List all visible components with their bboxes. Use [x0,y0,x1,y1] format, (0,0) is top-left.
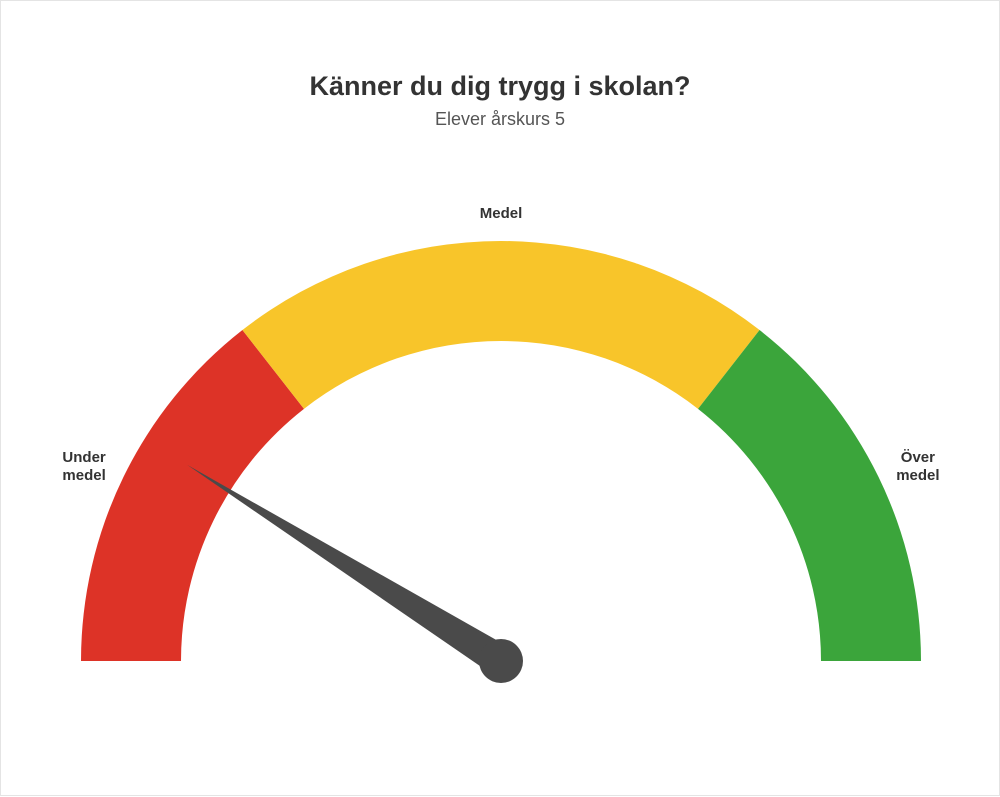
gauge-segment-under_medel [81,330,304,661]
gauge-needle [187,465,523,683]
gauge-label-under-medel: Under medel [44,449,124,487]
gauge-needle-pivot [479,639,523,683]
gauge-chart [1,1,1000,797]
gauge-label-over-medel: Över medel [878,449,958,487]
chart-frame: Känner du dig trygg i skolan? Elever års… [0,0,1000,796]
gauge-segment-over_medel [698,330,921,661]
gauge-segments [81,241,921,661]
gauge-segment-medel [242,241,759,409]
gauge-label-medel: Medel [461,205,541,224]
gauge-needle-arm [187,465,509,675]
